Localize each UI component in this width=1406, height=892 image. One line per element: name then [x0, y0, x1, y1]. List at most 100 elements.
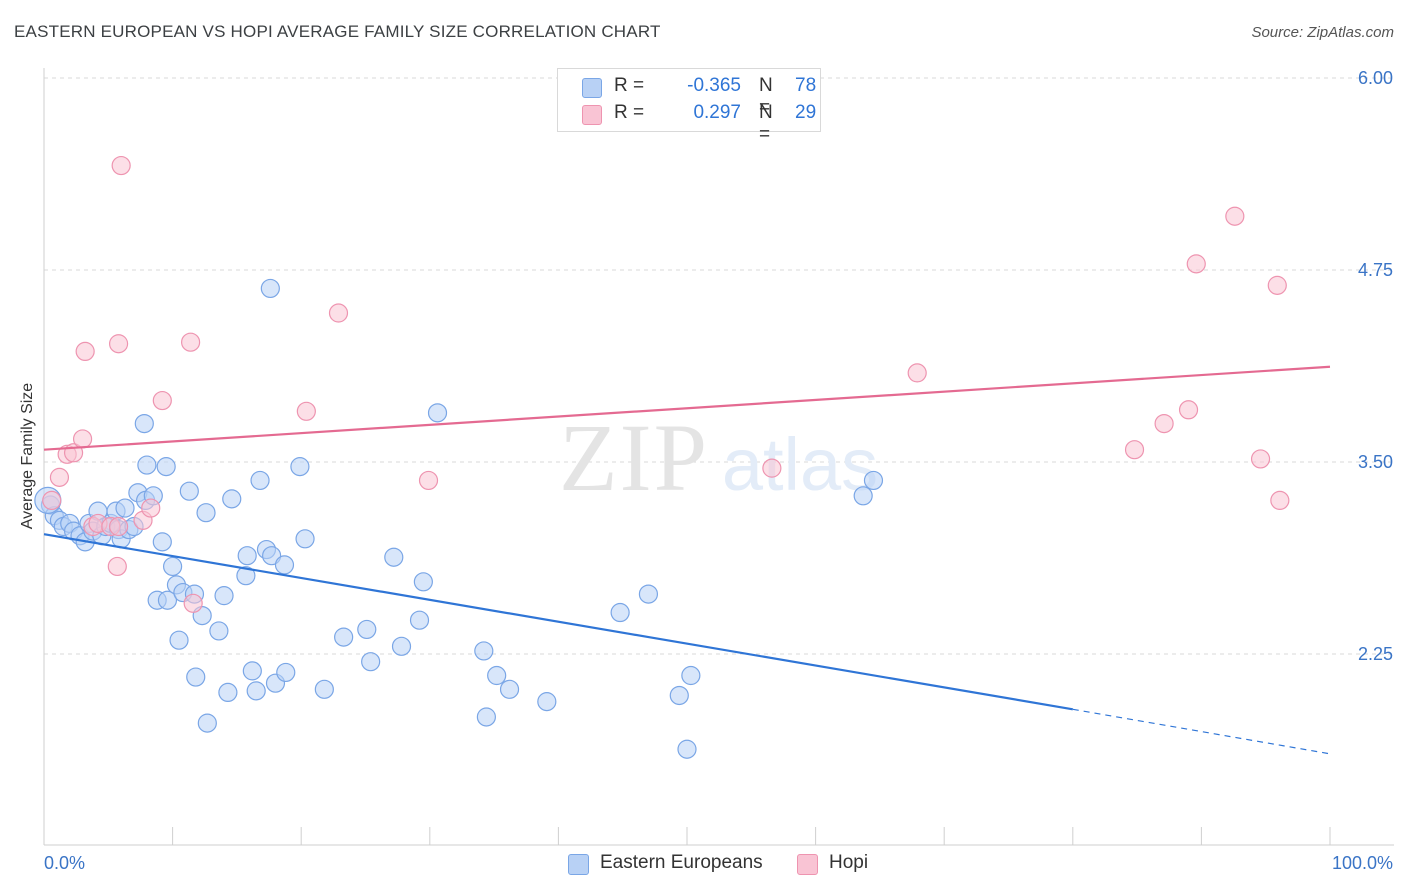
legend-swatch-blue — [582, 78, 602, 98]
chart-title: EASTERN EUROPEAN VS HOPI AVERAGE FAMILY … — [14, 22, 661, 41]
eastern-european-point — [196, 503, 216, 523]
eastern-european-point — [499, 679, 520, 699]
eastern-european-point — [681, 665, 701, 686]
hopi-point — [296, 401, 316, 421]
eastern-european-point — [246, 681, 266, 701]
watermark-zip: ZIP — [559, 404, 709, 511]
legend-n-label: N = — [759, 75, 773, 118]
eastern-european-point — [391, 636, 412, 656]
stats-legend: R = -0.365 N = 78 R = 0.297 N = 29 — [557, 68, 821, 145]
eastern-european-point — [487, 665, 507, 686]
eastern-european-point — [276, 662, 296, 683]
hopi-point — [1124, 440, 1145, 460]
eastern-european-point — [222, 489, 242, 509]
eastern-european-point — [209, 621, 229, 641]
legend-n-value: 78 — [795, 75, 817, 96]
bottom-legend-label: Eastern Europeans — [600, 852, 763, 873]
eastern-european-point — [853, 486, 873, 506]
eastern-european-point — [186, 667, 206, 687]
hopi-point — [907, 363, 927, 383]
y-tick-label: 6.00 — [1358, 68, 1393, 88]
eastern-european-trendline — [43, 533, 1073, 711]
eastern-european-point — [218, 682, 238, 703]
hopi-point — [762, 458, 782, 478]
eastern-european-point — [157, 590, 178, 610]
bottom-legend-label: Hopi — [829, 852, 869, 873]
eastern-european-point — [242, 661, 262, 681]
eastern-european-point — [669, 685, 689, 706]
eastern-european-point — [384, 547, 404, 567]
legend-n-value: 29 — [795, 102, 817, 123]
eastern-european-point — [361, 652, 381, 672]
y-axis-title: Average Family Size — [19, 382, 36, 530]
hopi-point — [1250, 449, 1271, 469]
hopi-point — [49, 467, 70, 487]
hopi-point — [418, 470, 439, 491]
eastern-european-point — [474, 641, 494, 661]
eastern-european-point — [863, 470, 884, 491]
hopi-trendline — [43, 365, 1331, 451]
hopi-point — [181, 332, 201, 352]
hopi-point — [111, 155, 131, 176]
hopi-point — [1178, 400, 1199, 420]
hopi-point — [1154, 414, 1174, 434]
eastern-european-point — [314, 679, 334, 699]
x-tick-label: 100.0% — [1332, 853, 1393, 873]
eastern-european-point — [134, 414, 154, 434]
hopi-point — [107, 556, 127, 577]
eastern-european-point — [169, 630, 189, 650]
eastern-european-point — [274, 555, 295, 575]
chart-source: Source: ZipAtlas.com — [1251, 24, 1394, 41]
legend-r-value: -0.365 — [687, 75, 741, 96]
legend-r-label: R = — [614, 75, 645, 96]
eastern-european-point — [250, 470, 270, 491]
legend-r-value: 0.297 — [693, 102, 741, 123]
eastern-european-point — [115, 498, 135, 518]
eastern-european-point — [409, 610, 430, 630]
eastern-european-point — [163, 556, 183, 577]
hopi-point — [108, 334, 129, 354]
eastern-european-point — [427, 403, 448, 423]
legend-swatch-pink — [582, 105, 602, 125]
x-tick-label: 0.0% — [44, 853, 85, 873]
hopi-point — [1186, 254, 1206, 274]
bottom-legend-swatch-pink — [797, 854, 818, 875]
eastern-european-point — [156, 457, 176, 477]
eastern-european-point — [152, 532, 172, 552]
legend-n-label: N = — [759, 102, 773, 145]
legend-r-label: R = — [614, 102, 645, 123]
hopi-point — [152, 390, 172, 411]
eastern-european-point — [237, 546, 257, 566]
hopi-point — [328, 303, 349, 323]
eastern-european-point — [295, 529, 315, 549]
hopi-point — [72, 429, 93, 449]
eastern-european-point — [137, 455, 157, 475]
eastern-european-point — [260, 278, 280, 299]
eastern-european-point — [334, 627, 354, 647]
bottom-legend-swatch-blue — [568, 854, 589, 875]
eastern-european-point — [197, 713, 217, 733]
eastern-european-point — [476, 707, 496, 727]
hopi-point — [42, 490, 62, 510]
eastern-european-point — [179, 481, 199, 501]
eastern-european-point — [236, 566, 256, 586]
hopi-point — [141, 498, 161, 518]
y-tick-label: 4.75 — [1358, 260, 1393, 280]
eastern-european-point — [537, 692, 557, 712]
eastern-european-point — [214, 586, 234, 606]
eastern-european-point — [638, 584, 659, 604]
hopi-point — [1267, 275, 1287, 295]
eastern-european-point — [290, 457, 310, 477]
y-tick-label: 2.25 — [1358, 644, 1393, 664]
hopi-point — [1270, 490, 1290, 510]
eastern-european-point — [610, 602, 630, 623]
hopi-point — [108, 516, 129, 537]
watermark-atlas: atlas — [722, 423, 878, 506]
eastern-european-point — [357, 619, 377, 640]
eastern-european-trendline-extension — [1072, 708, 1331, 755]
hopi-point — [1225, 206, 1245, 226]
y-tick-label: 3.50 — [1358, 452, 1393, 472]
eastern-european-point — [413, 572, 433, 592]
eastern-european-point — [677, 739, 697, 759]
